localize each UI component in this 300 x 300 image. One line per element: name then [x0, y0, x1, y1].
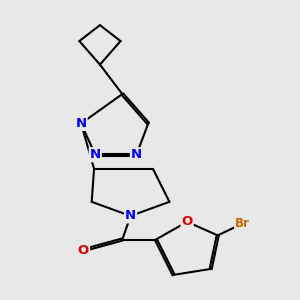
Text: N: N: [131, 148, 142, 161]
Text: N: N: [90, 148, 101, 161]
Text: O: O: [78, 244, 89, 256]
Text: N: N: [76, 117, 87, 130]
Text: O: O: [182, 215, 193, 228]
Text: Br: Br: [235, 217, 250, 230]
Text: N: N: [125, 209, 136, 223]
